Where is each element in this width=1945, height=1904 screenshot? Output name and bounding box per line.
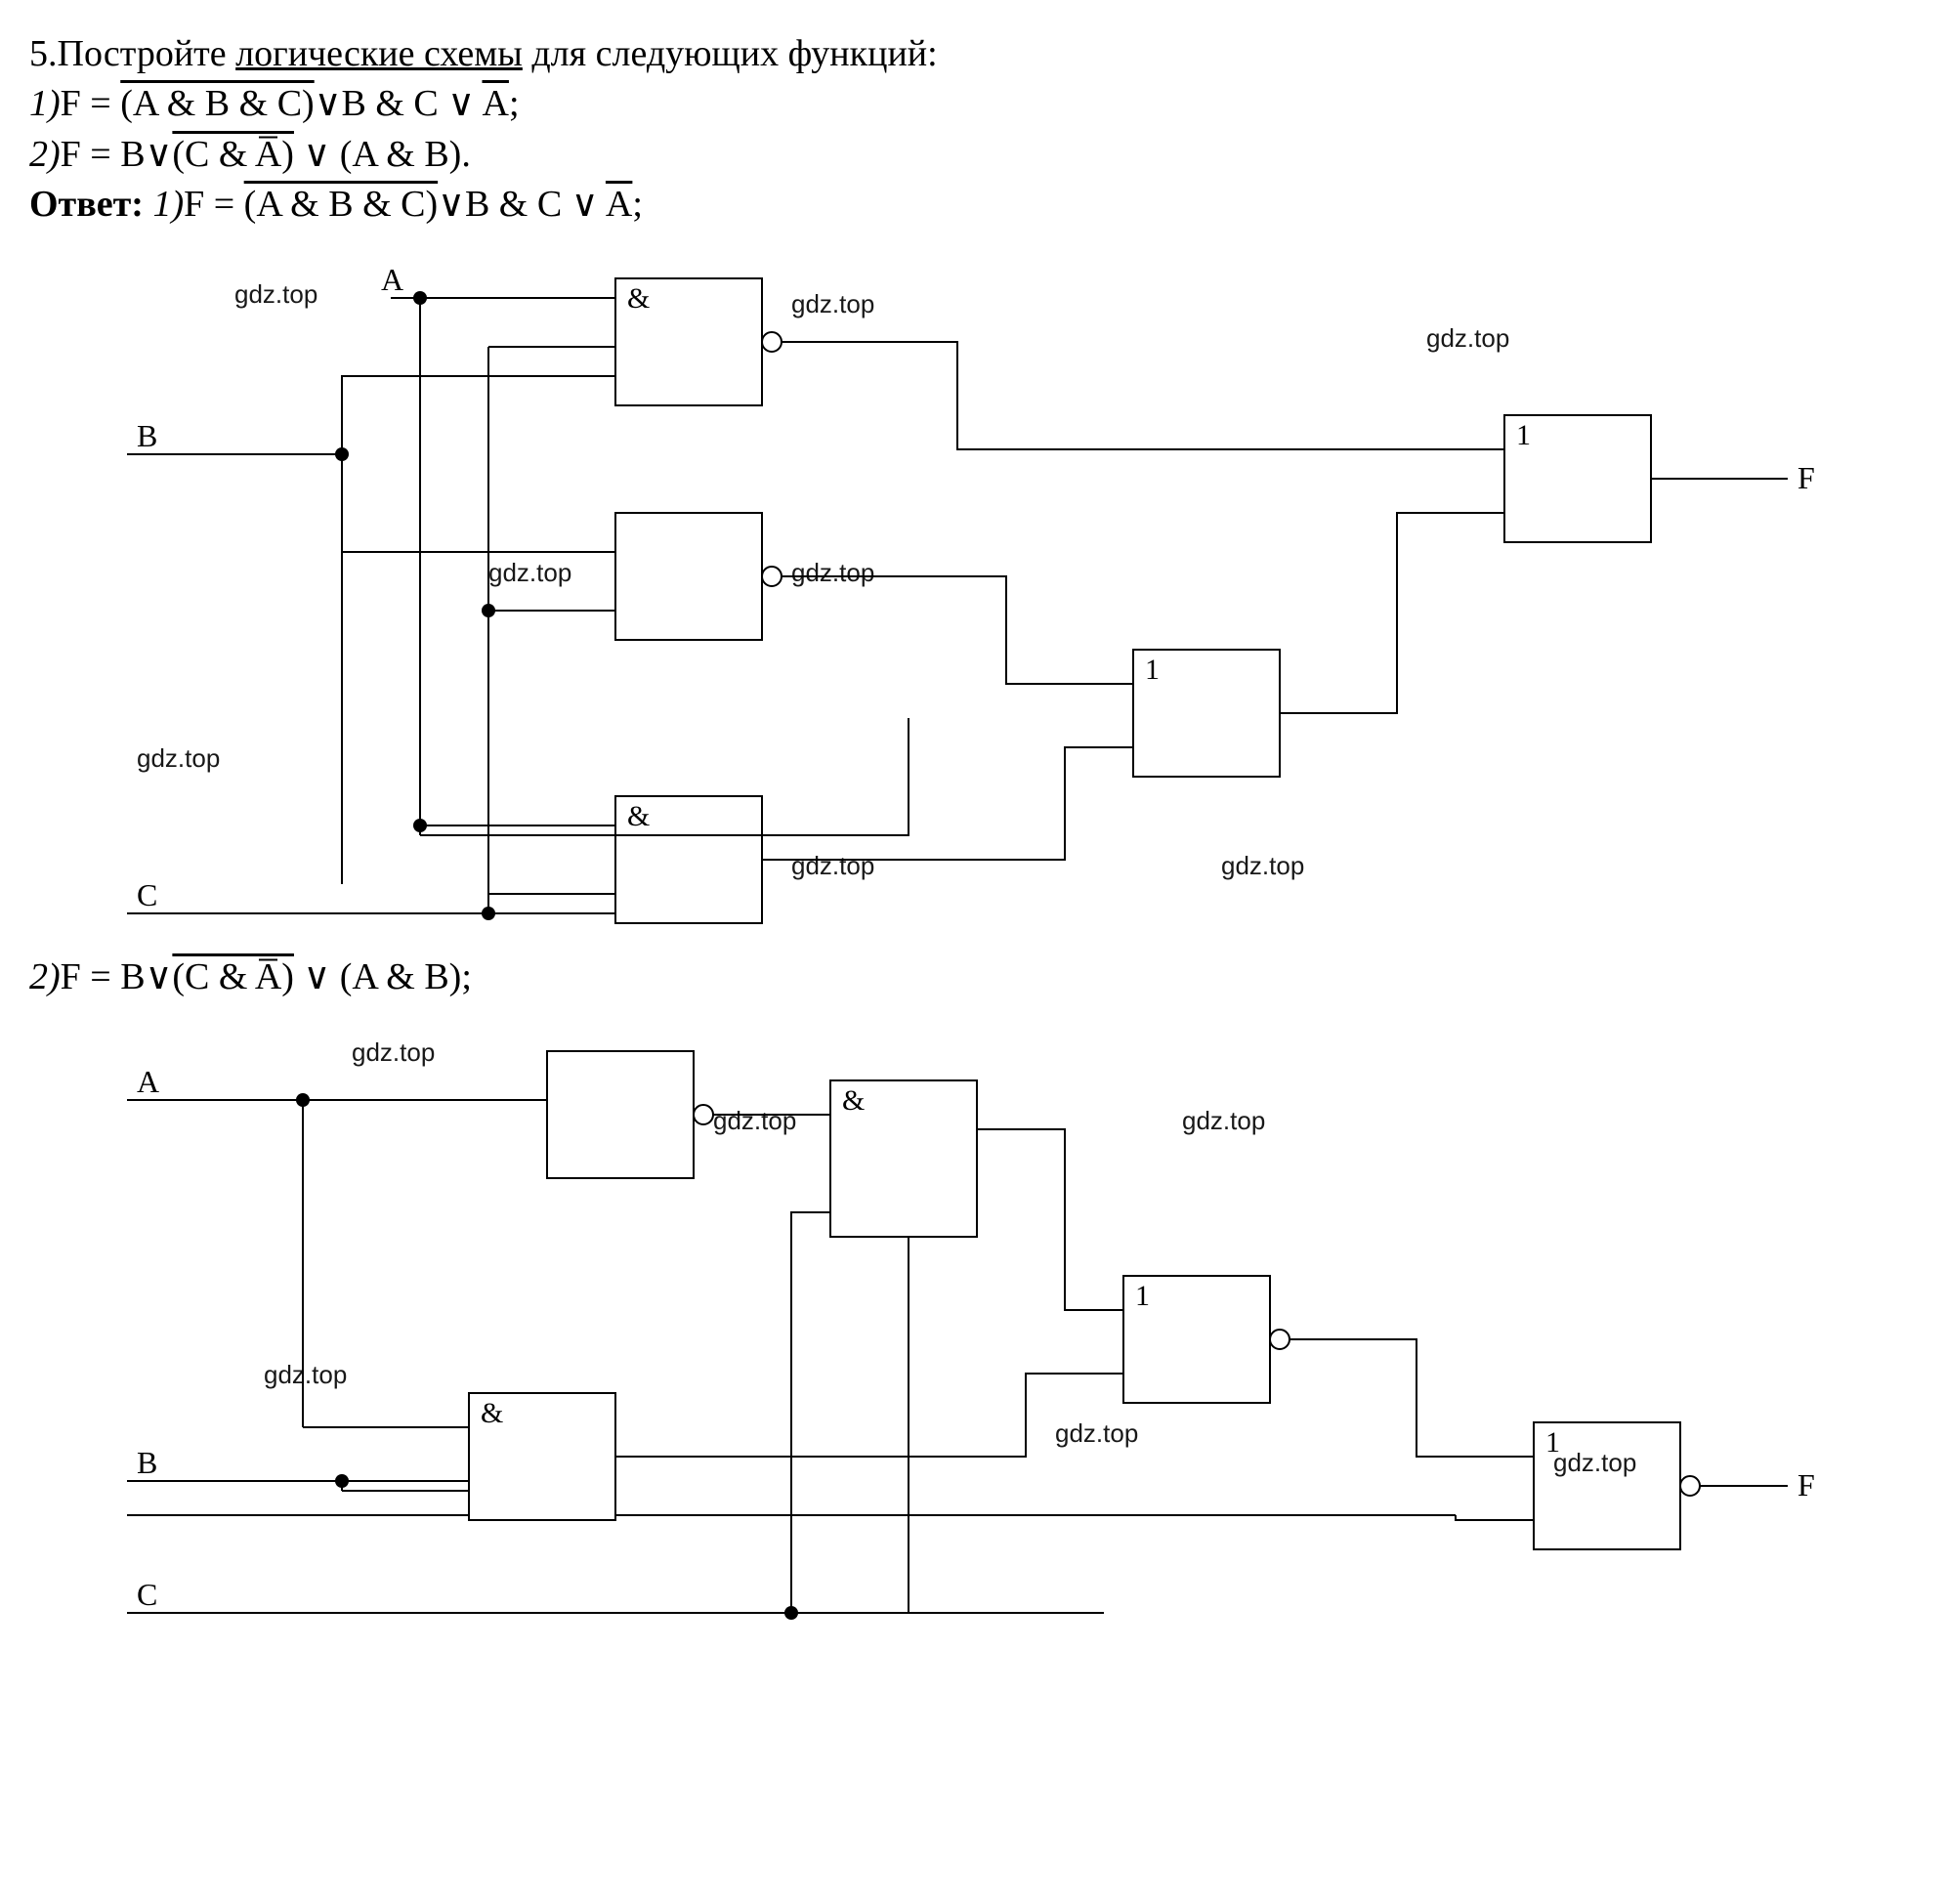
- svg-text:gdz.top: gdz.top: [791, 851, 874, 880]
- problem-text: 5.Постройте логические схемы для следующ…: [29, 29, 1916, 230]
- svg-text:gdz.top: gdz.top: [713, 1106, 796, 1135]
- svg-text:&: &: [627, 800, 650, 832]
- svg-text:F: F: [1797, 460, 1815, 495]
- diagram-2: ABC&&11Fgdz.topgdz.topgdz.topgdz.topgdz.…: [29, 1022, 1885, 1647]
- svg-text:gdz.top: gdz.top: [1055, 1418, 1138, 1448]
- title-prefix: Постройте: [58, 33, 236, 74]
- svg-text:A: A: [381, 262, 403, 297]
- svg-text:gdz.top: gdz.top: [488, 558, 571, 587]
- svg-text:gdz.top: gdz.top: [137, 743, 220, 773]
- svg-text:gdz.top: gdz.top: [352, 1037, 435, 1067]
- answer2-formula: F = B∨(C & A̅) ∨ (A & B);: [61, 956, 472, 997]
- svg-text:A: A: [137, 1064, 159, 1099]
- item1-formula: F = (A & B & C)∨B & C ∨ A;: [61, 83, 520, 124]
- svg-text:1: 1: [1516, 419, 1531, 451]
- svg-text:gdz.top: gdz.top: [791, 289, 874, 318]
- svg-text:gdz.top: gdz.top: [1221, 851, 1304, 880]
- svg-text:gdz.top: gdz.top: [1553, 1448, 1636, 1477]
- answer1-num: 1): [152, 184, 184, 225]
- diagram-1: A B C & & 1 1 Fgdz.top gdz.top gdz.top gdz.top gdz.…: [29, 249, 1885, 952]
- answer2-line: 2)F = B∨(C & A̅) ∨ (A & B);: [29, 952, 1916, 1002]
- answer1-formula: F = (A & B & C)∨B & C ∨ A;: [184, 184, 643, 225]
- problem-number: 5.: [29, 33, 58, 74]
- svg-text:C: C: [137, 877, 157, 912]
- svg-text:F: F: [1797, 1467, 1815, 1502]
- svg-text:gdz.top: gdz.top: [1426, 323, 1509, 353]
- svg-text:B: B: [137, 1445, 157, 1480]
- svg-text:C: C: [137, 1577, 157, 1612]
- answer2-num: 2): [29, 956, 61, 997]
- svg-text:1: 1: [1145, 654, 1160, 686]
- title-underlined: логические схемы: [235, 33, 523, 74]
- svg-text:&: &: [627, 282, 650, 315]
- svg-text:&: &: [842, 1084, 865, 1117]
- answer-label: Ответ:: [29, 184, 144, 225]
- svg-text:1: 1: [1135, 1280, 1150, 1312]
- svg-text:B: B: [137, 418, 157, 453]
- svg-text:gdz.top: gdz.top: [791, 558, 874, 587]
- svg-text:gdz.top: gdz.top: [264, 1360, 347, 1389]
- title-suffix: для следующих функций:: [523, 33, 938, 74]
- svg-text:gdz.top: gdz.top: [1182, 1106, 1265, 1135]
- item2-num: 2): [29, 134, 61, 175]
- item1-num: 1): [29, 83, 61, 124]
- svg-text:&: &: [481, 1397, 503, 1429]
- item2-formula: F = B∨(C & A̅) ∨ (A & B).: [61, 134, 471, 175]
- svg-text:gdz.top: gdz.top: [234, 279, 317, 309]
